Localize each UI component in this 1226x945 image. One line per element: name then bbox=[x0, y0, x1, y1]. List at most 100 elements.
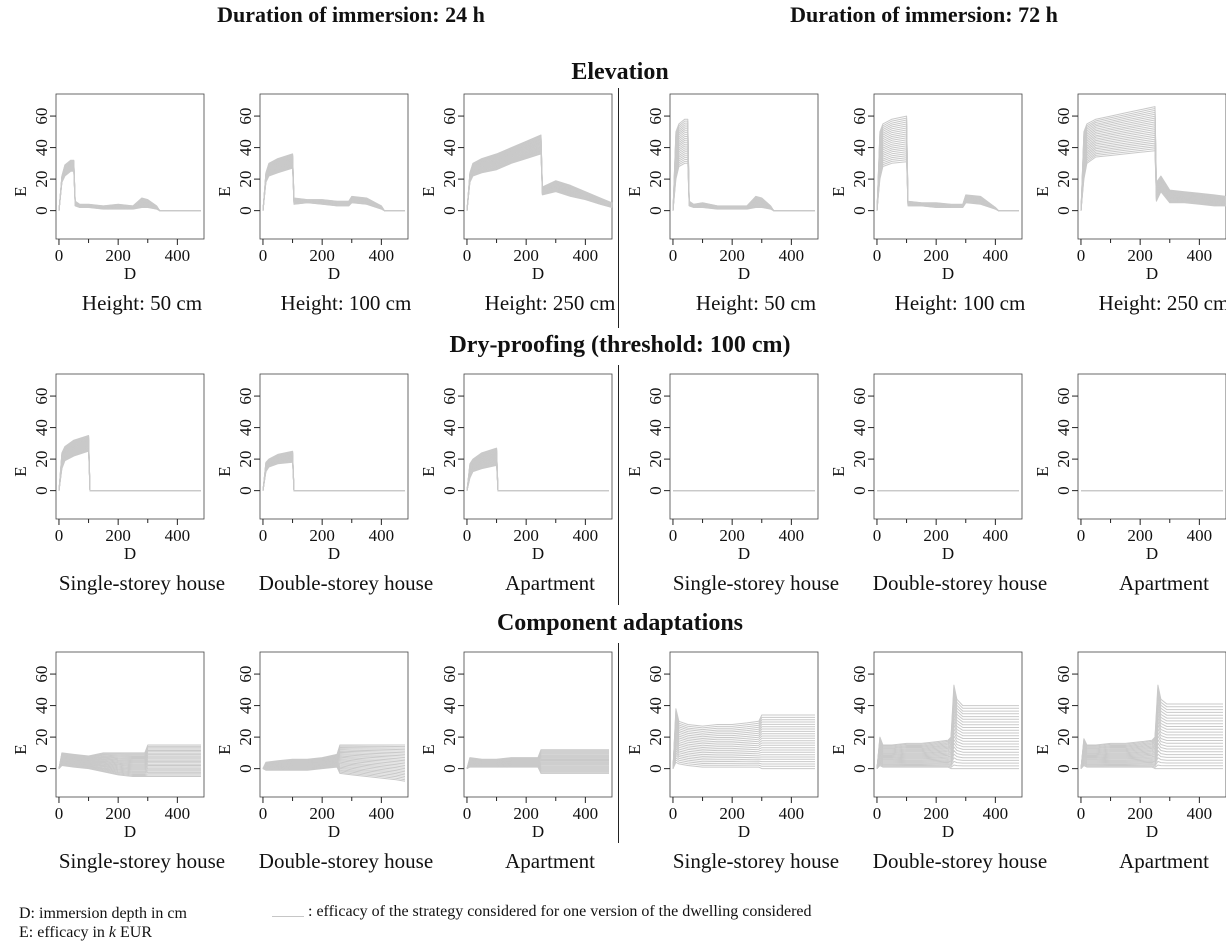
plot-frame bbox=[55, 373, 205, 520]
panel-label: Double-storey house bbox=[872, 571, 1048, 595]
column-title-24h: Duration of immersion: 24 h bbox=[217, 2, 485, 27]
section-title-elevation: Elevation bbox=[571, 59, 669, 85]
series-line bbox=[1080, 742, 1223, 769]
y-tick-label: 0 bbox=[32, 486, 51, 495]
plot-frame bbox=[1077, 373, 1226, 520]
plot: 0 200 400 0 20 40 60 D E bbox=[829, 651, 1023, 841]
plot-frame bbox=[669, 373, 819, 520]
y-tick-label: 20 bbox=[646, 729, 665, 746]
series-line bbox=[58, 759, 201, 769]
series-line bbox=[876, 699, 1019, 769]
series-line bbox=[1080, 728, 1223, 769]
x-axis-label: D bbox=[738, 544, 750, 563]
series-line bbox=[876, 145, 1019, 212]
series-line bbox=[58, 162, 201, 212]
y-tick-label: 60 bbox=[646, 388, 665, 405]
column-divider-middle bbox=[618, 365, 619, 605]
series-group bbox=[262, 744, 406, 782]
x-tick-label: 200 bbox=[105, 246, 131, 265]
plot-frame bbox=[259, 93, 409, 240]
y-axis-label: E bbox=[625, 186, 644, 196]
series-line bbox=[876, 157, 1019, 212]
plot-frame bbox=[55, 651, 205, 798]
series-line bbox=[58, 448, 201, 492]
y-tick-label: 0 bbox=[1054, 486, 1073, 495]
panel-label: Double-storey house bbox=[258, 571, 434, 595]
series-group bbox=[672, 708, 815, 770]
series-group bbox=[262, 153, 405, 212]
series-line bbox=[876, 115, 1019, 212]
plot: 0 200 400 0 20 40 60 D E bbox=[1033, 93, 1226, 283]
y-axis-label: E bbox=[829, 186, 848, 196]
y-axis-label: E bbox=[1033, 186, 1052, 196]
plot: 0 200 400 0 20 40 60 D E bbox=[215, 93, 409, 283]
series-line bbox=[58, 160, 201, 212]
series-line bbox=[58, 163, 201, 212]
series-line bbox=[672, 750, 815, 769]
series-line bbox=[58, 449, 201, 492]
y-tick-label: 40 bbox=[440, 697, 459, 714]
series-line bbox=[58, 751, 201, 769]
series-line bbox=[262, 458, 405, 492]
y-tick-label: 20 bbox=[646, 451, 665, 468]
plot-frame bbox=[55, 93, 205, 240]
series-line bbox=[876, 159, 1019, 212]
series-line bbox=[672, 747, 815, 769]
panel-72h-single-storey-house: 0 200 400 0 20 40 60 D E Single-storey house bbox=[625, 370, 856, 600]
y-tick-label: 60 bbox=[236, 666, 255, 683]
x-axis-label: D bbox=[328, 822, 340, 841]
x-tick-label: 200 bbox=[309, 246, 335, 265]
series-line bbox=[672, 743, 815, 769]
series-line bbox=[58, 163, 201, 212]
plot: 0 200 400 0 20 40 60 D E bbox=[11, 373, 205, 563]
y-tick-label: 20 bbox=[440, 451, 459, 468]
y-tick-label: 20 bbox=[236, 729, 255, 746]
series-line bbox=[1080, 739, 1223, 769]
panel-24h-apartment: 0 200 400 0 20 40 60 D E Apartment bbox=[419, 370, 650, 600]
x-tick-label: 400 bbox=[779, 804, 805, 823]
series-line bbox=[58, 748, 201, 769]
series-group bbox=[466, 447, 609, 492]
x-tick-label: 0 bbox=[873, 804, 882, 823]
plot-frame bbox=[463, 93, 613, 240]
x-axis-label: D bbox=[124, 544, 136, 563]
panel-24h-single-storey-house: 0 200 400 0 20 40 60 D E Single-storey house bbox=[11, 370, 242, 600]
x-tick-label: 400 bbox=[165, 246, 191, 265]
series-line bbox=[58, 162, 201, 212]
y-tick-label: 40 bbox=[236, 419, 255, 436]
series-line bbox=[672, 757, 815, 769]
x-tick-label: 0 bbox=[463, 526, 472, 545]
x-tick-label: 0 bbox=[873, 526, 882, 545]
series-line bbox=[262, 460, 405, 492]
x-tick-label: 200 bbox=[923, 246, 949, 265]
series-line bbox=[876, 702, 1019, 769]
plot: 0 200 400 0 20 40 60 D E bbox=[215, 651, 409, 841]
series-line bbox=[1080, 702, 1223, 769]
footnote-d-definition: D: immersion depth in cm bbox=[19, 905, 187, 922]
column-divider-bottom bbox=[618, 643, 619, 843]
panel-label: Apartment bbox=[505, 571, 595, 595]
series-line bbox=[672, 729, 815, 769]
series-line bbox=[672, 151, 815, 212]
series-line bbox=[876, 724, 1019, 769]
panel-label: Single-storey house bbox=[58, 849, 226, 873]
series-line bbox=[672, 754, 815, 769]
series-line bbox=[58, 758, 201, 769]
x-tick-label: 0 bbox=[669, 246, 678, 265]
series-line bbox=[58, 762, 201, 773]
x-tick-label: 400 bbox=[1187, 526, 1213, 545]
y-tick-label: 20 bbox=[850, 451, 869, 468]
series-line bbox=[876, 765, 1019, 770]
series-line bbox=[1080, 746, 1223, 769]
plot-frame bbox=[463, 651, 613, 798]
series-line bbox=[262, 459, 405, 492]
series-line bbox=[672, 752, 815, 769]
series-line bbox=[1080, 115, 1226, 211]
y-tick-label: 60 bbox=[32, 666, 51, 683]
series-line bbox=[876, 141, 1019, 212]
series-line bbox=[672, 733, 815, 769]
y-tick-label: 60 bbox=[850, 666, 869, 683]
series-group bbox=[262, 450, 405, 492]
plot: 0 200 400 0 20 40 60 D E bbox=[625, 373, 819, 563]
panel-72h-height-50-cm: 0 200 400 0 20 40 60 D E Height: 50 cm bbox=[625, 90, 856, 320]
